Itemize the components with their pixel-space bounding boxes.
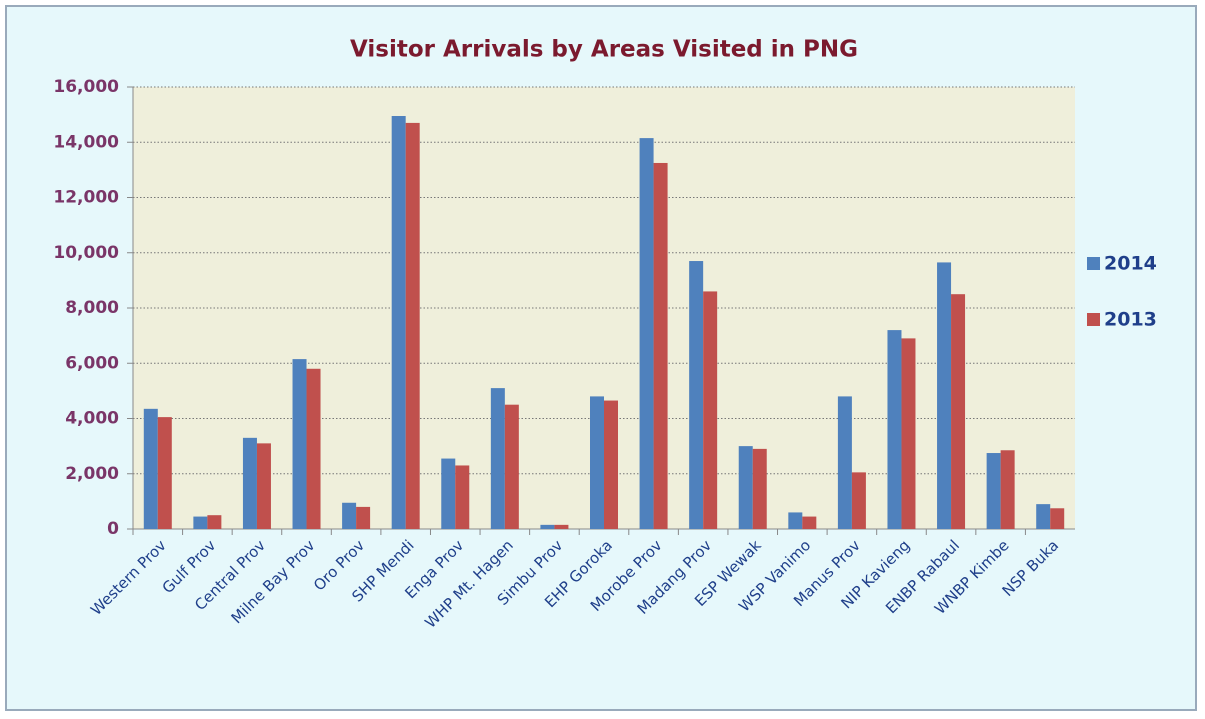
bar: [689, 261, 704, 529]
bar: [887, 330, 902, 529]
bar: [306, 368, 321, 529]
chart-title: Visitor Arrivals by Areas Visited in PNG: [350, 37, 858, 63]
bar: [356, 506, 371, 529]
bar: [193, 516, 208, 529]
y-tick-label: 12,000: [53, 188, 119, 208]
bar: [242, 437, 257, 529]
bar: [207, 515, 222, 529]
bar: [738, 446, 753, 529]
bar: [455, 465, 470, 529]
bar: [504, 404, 519, 529]
bar: [901, 338, 916, 529]
bar: [143, 408, 158, 529]
bar: [554, 524, 569, 529]
bar: [788, 512, 803, 529]
bar: [342, 502, 357, 529]
bar: [292, 359, 307, 529]
bar: [837, 396, 852, 529]
legend-label: 2013: [1104, 309, 1157, 331]
bar: [540, 524, 555, 529]
bar: [590, 396, 604, 529]
bar: [256, 443, 271, 529]
y-tick-label: 4,000: [65, 409, 119, 429]
y-tick-label: 14,000: [53, 132, 119, 152]
bar: [1050, 508, 1065, 529]
bar: [604, 400, 618, 529]
bar: [1036, 504, 1051, 529]
bar: [490, 388, 505, 529]
bar: [986, 453, 1001, 529]
y-tick-label: 6,000: [65, 353, 119, 373]
y-tick-label: 2,000: [65, 464, 119, 484]
bar: [441, 458, 456, 529]
y-tick-label: 10,000: [53, 243, 119, 263]
y-tick-label: 0: [107, 519, 119, 539]
bar: [639, 138, 654, 529]
y-tick-label: 16,000: [53, 77, 119, 97]
bar: [802, 516, 817, 529]
bar: [653, 162, 668, 529]
bar: [405, 122, 420, 529]
bar: [391, 116, 406, 529]
bar: [951, 294, 966, 529]
legend-label: 2014: [1104, 253, 1157, 275]
bar: [1000, 450, 1015, 529]
bar: [752, 448, 767, 529]
y-tick-label: 8,000: [65, 298, 119, 318]
legend-swatch: [1087, 313, 1100, 326]
bar: [157, 417, 172, 529]
bar: [937, 262, 952, 529]
legend-swatch: [1087, 257, 1100, 270]
bar: [851, 472, 866, 529]
bar: [703, 291, 718, 529]
